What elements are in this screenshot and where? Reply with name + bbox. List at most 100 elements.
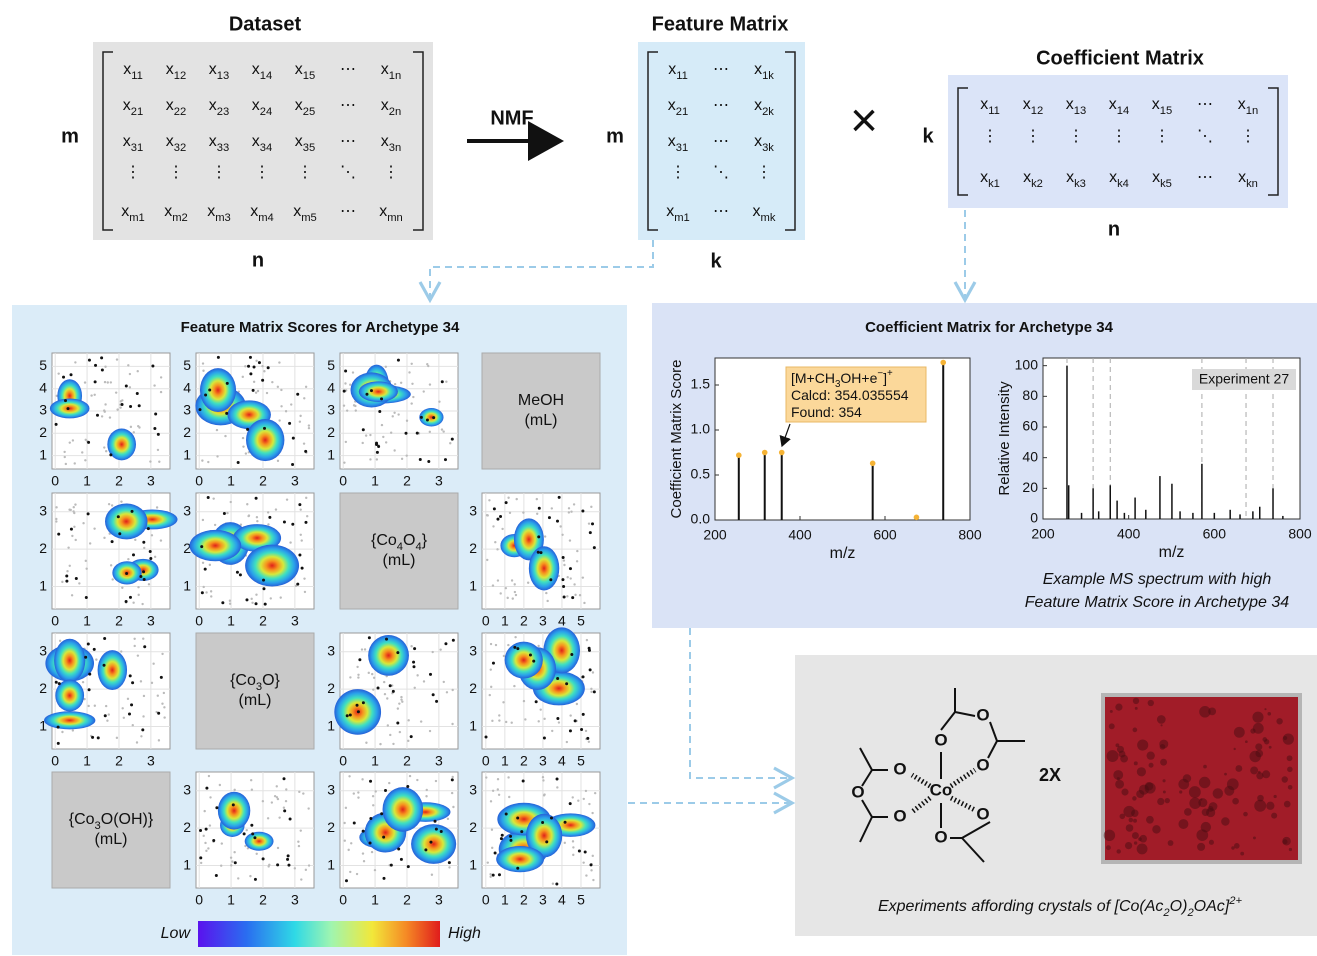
sample-point — [268, 863, 271, 866]
sample-point — [451, 688, 454, 692]
peak-marker — [940, 359, 947, 366]
sample-point — [54, 680, 58, 684]
sample-point — [344, 369, 348, 373]
text-part: ⋯ — [713, 203, 729, 220]
photo-speckle — [1106, 750, 1119, 762]
dim-label: n — [252, 249, 264, 271]
y-tick-label: 3 — [183, 402, 191, 418]
annotation-text: Found: 354 — [791, 404, 862, 420]
sample-point — [500, 833, 504, 837]
sample-point — [581, 576, 585, 579]
text-part: x — [381, 97, 389, 114]
sample-point — [344, 440, 348, 444]
sample-point — [261, 800, 265, 803]
sample-point — [151, 364, 155, 368]
photo-speckle — [1128, 817, 1134, 823]
sample-point — [55, 520, 58, 523]
photo-speckle — [1139, 834, 1148, 843]
sample-point — [104, 704, 108, 708]
sample-point — [87, 704, 90, 708]
text-part: x — [381, 61, 389, 78]
matrix-cell: x11 — [980, 96, 1000, 117]
sample-point — [208, 388, 212, 392]
photo-speckle — [1164, 798, 1170, 804]
matrix-cell: ⋯ — [340, 133, 356, 150]
sample-point — [282, 777, 286, 781]
sample-point — [591, 671, 595, 674]
sample-point — [256, 389, 260, 393]
sample-point — [363, 648, 367, 651]
peak-marker — [869, 460, 876, 467]
sample-point — [545, 840, 549, 844]
sample-point — [568, 539, 572, 542]
matrix-cell: ⋮ — [383, 164, 399, 181]
sample-point — [250, 823, 254, 827]
sample-point — [364, 434, 368, 437]
sample-point — [228, 602, 232, 605]
sample-point — [355, 872, 359, 876]
photo-speckle — [1281, 776, 1288, 783]
y-tick-label: 3 — [39, 642, 47, 658]
sample-point — [497, 873, 501, 877]
sample-point — [572, 503, 576, 506]
sample-point — [252, 365, 256, 369]
sample-point — [100, 415, 104, 418]
y-tick-label: 3 — [469, 502, 477, 518]
text-part: x — [252, 61, 260, 78]
sample-point — [294, 584, 298, 588]
plot-area — [195, 771, 315, 889]
y-tick-label: 2 — [327, 424, 335, 440]
sample-point — [63, 455, 66, 459]
text-part: m5 — [301, 212, 317, 224]
sample-point — [106, 381, 109, 384]
sample-point — [400, 457, 404, 461]
sample-point — [442, 680, 445, 684]
matrix-cell: xm4 — [250, 203, 274, 224]
sample-point — [348, 775, 351, 778]
sample-point — [391, 684, 394, 687]
sample-point — [161, 702, 164, 705]
sample-point — [128, 386, 132, 389]
sample-point — [85, 567, 88, 570]
sample-point — [263, 426, 267, 430]
sample-point — [386, 697, 389, 700]
text-part: Experiments affording crystals of [Co(Ac — [878, 898, 1163, 915]
photo-speckle — [1132, 727, 1138, 733]
sample-point — [71, 439, 75, 442]
text-part: x — [166, 133, 174, 150]
title: Coefficient Matrix — [1036, 47, 1204, 69]
sample-point — [291, 436, 295, 440]
y-tick-label: 5 — [183, 357, 191, 373]
sample-point — [491, 661, 495, 665]
sample-point — [291, 522, 295, 526]
sample-point — [451, 722, 454, 726]
sample-point — [513, 684, 516, 688]
sample-point — [156, 448, 160, 452]
sample-point — [582, 861, 585, 864]
sample-point — [103, 446, 106, 449]
x-tick-label: 5 — [577, 613, 585, 629]
sample-point — [107, 502, 111, 506]
sample-point — [249, 779, 253, 782]
sample-point — [401, 700, 404, 703]
sample-point — [410, 402, 413, 405]
density-blob — [107, 428, 136, 461]
sample-point — [56, 725, 60, 729]
sample-point — [439, 829, 443, 833]
sample-point — [562, 585, 566, 589]
sample-point — [362, 860, 366, 863]
sample-point — [343, 839, 346, 842]
sample-point — [92, 647, 96, 651]
sample-point — [593, 791, 597, 795]
text-part: 3k — [762, 142, 774, 154]
sample-point — [163, 706, 166, 709]
sample-point — [222, 512, 226, 516]
text-part: 11 — [676, 70, 688, 82]
sample-point — [388, 684, 392, 688]
x-tick-label: 5 — [577, 753, 585, 769]
text-part: x — [754, 61, 762, 78]
x-tick-label: 0 — [195, 892, 203, 908]
photo-speckle — [1136, 843, 1148, 855]
matrix-cell: ⋯ — [713, 133, 729, 150]
